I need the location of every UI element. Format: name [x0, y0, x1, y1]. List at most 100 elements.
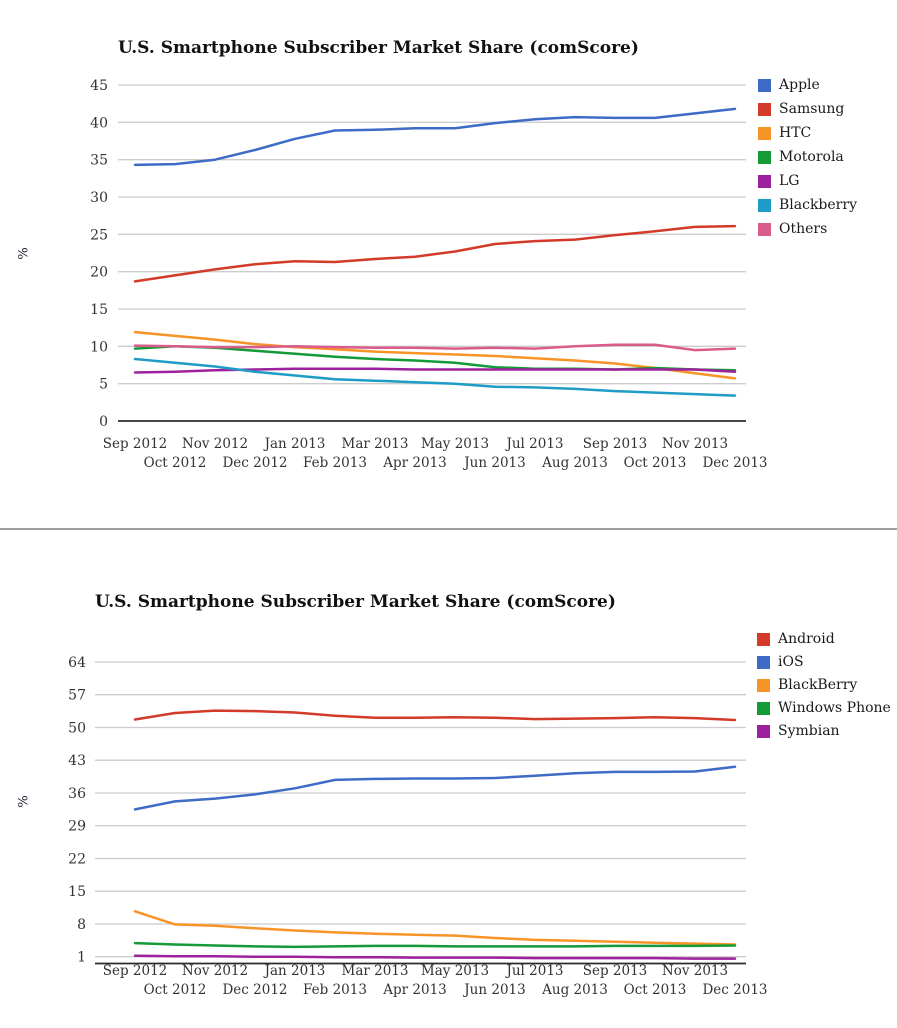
legend-item-motorola: Motorola: [758, 149, 857, 165]
legend-swatch-blackberry: [758, 199, 771, 212]
chart1-title: U.S. Smartphone Subscriber Market Share …: [118, 38, 639, 58]
x-tick-label: Nov 2013: [662, 963, 728, 979]
legend-item-blackberry: Blackberry: [758, 197, 857, 213]
x-tick-label: Apr 2013: [382, 982, 447, 998]
x-tick-label: Dec 2012: [222, 982, 287, 998]
legend-swatch-android: [757, 633, 770, 646]
x-tick-label: Jul 2013: [504, 436, 563, 452]
x-tick-label: Oct 2013: [624, 982, 687, 998]
x-tick-label: Oct 2012: [144, 982, 207, 998]
legend-swatch-ios: [757, 656, 770, 669]
x-tick-label: Feb 2013: [303, 455, 367, 471]
legend-label: Symbian: [778, 723, 840, 739]
legend-item-symbian: Symbian: [757, 723, 891, 739]
x-tick-label: Dec 2013: [702, 455, 767, 471]
series-line-android: [133, 709, 737, 722]
legend-label: BlackBerry: [778, 677, 858, 693]
x-tick-label: Dec 2013: [702, 982, 767, 998]
legend-label: Samsung: [779, 101, 845, 117]
legend-label: HTC: [779, 125, 812, 141]
legend-swatch-others: [758, 223, 771, 236]
series-line-blackberry: [133, 910, 737, 946]
legend-label: LG: [779, 173, 800, 189]
y-tick-label: 36: [68, 786, 86, 802]
x-tick-label: Aug 2013: [541, 982, 608, 998]
y-tick-label: 5: [99, 377, 108, 393]
y-tick-label: 1: [77, 950, 86, 966]
legend-swatch-motorola: [758, 151, 771, 164]
legend-swatch-windows-phone: [757, 702, 770, 715]
legend-item-windows-phone: Windows Phone: [757, 701, 891, 715]
legend-label: Others: [779, 221, 828, 237]
y-tick-label: 45: [90, 78, 108, 94]
x-tick-label: Aug 2013: [541, 455, 608, 471]
series-line-ios: [133, 765, 737, 811]
legend-item-others: Others: [758, 221, 857, 237]
legend-swatch-samsung: [758, 103, 771, 116]
x-tick-label: Mar 2013: [342, 436, 409, 452]
y-tick-label: 15: [68, 884, 86, 900]
x-tick-label: Sep 2012: [103, 963, 168, 979]
x-tick-label: Jan 2013: [263, 436, 326, 452]
y-tick-label: 50: [68, 721, 86, 737]
x-tick-label: Feb 2013: [303, 982, 367, 998]
x-tick-label: Sep 2013: [583, 436, 648, 452]
x-tick-label: Oct 2012: [144, 455, 207, 471]
x-tick-label: Jan 2013: [263, 963, 326, 979]
y-tick-label: 25: [90, 227, 108, 243]
legend-label: Android: [778, 631, 835, 647]
y-tick-label: 57: [68, 688, 86, 704]
series-line-symbian: [133, 954, 737, 960]
series-line-blackberry: [133, 357, 737, 397]
series-line-apple: [133, 107, 737, 167]
x-tick-label: Apr 2013: [382, 455, 447, 471]
section-divider: [0, 528, 897, 530]
series-line-htc: [133, 330, 737, 380]
y-tick-label: 35: [90, 153, 108, 169]
legend-item-android: Android: [757, 631, 891, 647]
x-tick-label: Jul 2013: [504, 963, 563, 979]
series-line-others: [133, 343, 737, 352]
x-tick-label: Dec 2012: [222, 455, 287, 471]
chart2-title: U.S. Smartphone Subscriber Market Share …: [95, 592, 616, 612]
y-tick-label: 20: [90, 265, 108, 281]
series-line-windows-phone: [133, 941, 737, 949]
legend-swatch-apple: [758, 79, 771, 92]
chart1-plot-area: 0 5 10 15 20 25 30 35 40 45 Sep 2012 Oct 2012 Nov 20…: [90, 78, 767, 471]
x-tick-label: Nov 2012: [182, 963, 248, 979]
x-tick-label: May 2013: [421, 963, 489, 979]
y-tick-label: 30: [90, 190, 108, 206]
chart1-legend: Apple Samsung HTC Motorola LG Blackberry Other…: [758, 77, 857, 247]
y-tick-label: 8: [77, 917, 86, 933]
legend-item-blackberry: BlackBerry: [757, 677, 891, 693]
legend-swatch-blackberry: [757, 679, 770, 692]
x-tick-label: Jun 2013: [462, 982, 525, 998]
chart2-plot-area: 1 8 15 22 29 36 43 50 57 64 Sep 2012 Oct 2012 Nov 20…: [68, 655, 767, 998]
legend-label: Blackberry: [779, 197, 857, 213]
x-tick-label: Sep 2012: [103, 436, 168, 452]
x-tick-label: Mar 2013: [342, 963, 409, 979]
legend-label: Motorola: [779, 149, 844, 165]
legend-label: Apple: [779, 77, 820, 93]
y-tick-label: 29: [68, 819, 86, 835]
y-tick-label: 0: [99, 414, 108, 430]
x-tick-label: Jun 2013: [462, 455, 525, 471]
legend-item-htc: HTC: [758, 125, 857, 141]
y-tick-label: 64: [68, 655, 86, 671]
y-tick-label: 10: [90, 339, 108, 355]
legend-item-lg: LG: [758, 173, 857, 189]
legend-item-samsung: Samsung: [758, 101, 857, 117]
legend-swatch-lg: [758, 175, 771, 188]
x-tick-label: May 2013: [421, 436, 489, 452]
x-tick-label: Oct 2013: [624, 455, 687, 471]
chart2-legend: Android iOS BlackBerry Windows Phone Symbian: [757, 631, 891, 748]
series-line-samsung: [133, 224, 737, 283]
y-tick-label: 22: [68, 852, 86, 868]
x-tick-label: Nov 2012: [182, 436, 248, 452]
x-tick-label: Nov 2013: [662, 436, 728, 452]
y-tick-label: 15: [90, 302, 108, 318]
legend-label: iOS: [778, 654, 804, 670]
legend-swatch-symbian: [757, 725, 770, 738]
series-line-lg: [133, 367, 737, 374]
